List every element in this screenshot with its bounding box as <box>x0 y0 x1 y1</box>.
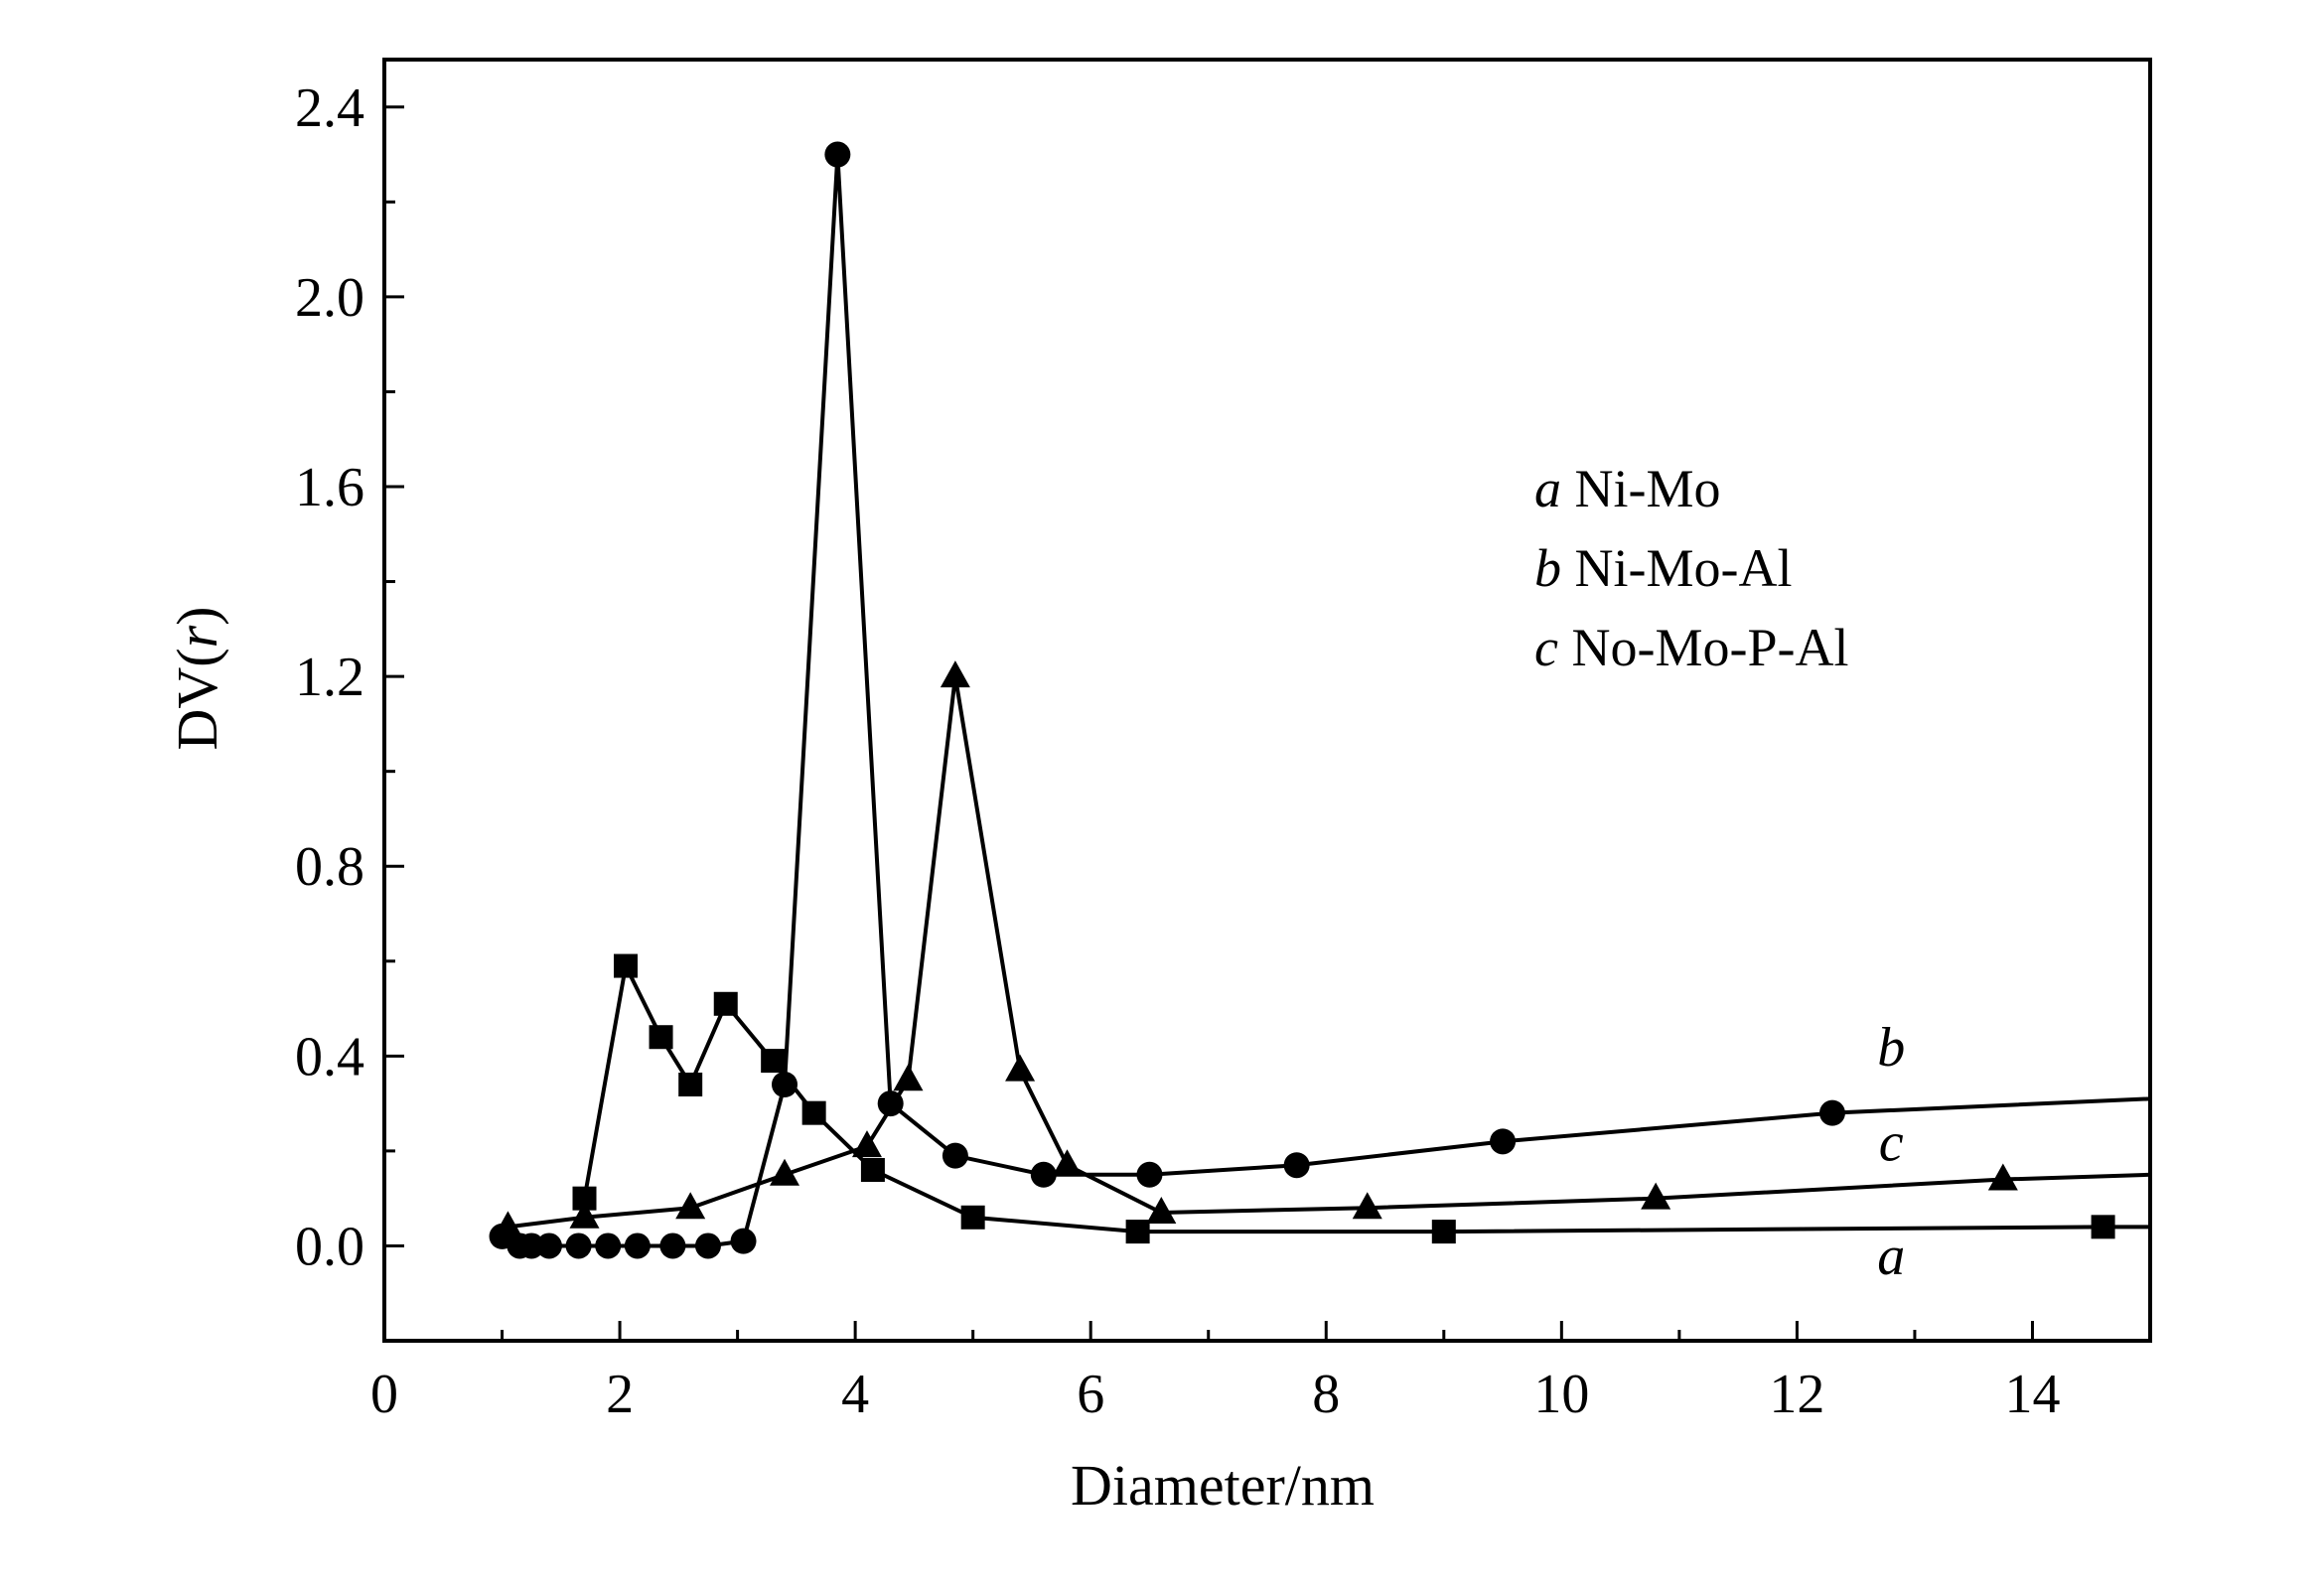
y-axis-title-suffix: ) <box>165 607 229 626</box>
x-tick-label: 8 <box>1312 1364 1340 1425</box>
plot-area-border <box>382 58 2152 1343</box>
series-a-point <box>1431 1220 1456 1244</box>
x-axis-title: Diameter/nm <box>1071 1453 1375 1518</box>
series-b-point <box>694 1233 721 1259</box>
plot-frame <box>382 58 2152 1343</box>
series-layer: abc <box>489 141 2151 1287</box>
x-tick-label: 6 <box>1077 1364 1104 1425</box>
series-c-point <box>1352 1192 1382 1220</box>
y-axis-ticks: 0.0 0.4 0.8 1.2 1.6 2.0 2.4 <box>295 77 404 1343</box>
series-b-point <box>824 141 851 168</box>
series-b: b <box>489 141 2151 1259</box>
series-b-point <box>1818 1099 1845 1126</box>
x-tick-label: 4 <box>841 1364 869 1425</box>
y-tick-label: 2.0 <box>295 267 364 329</box>
series-c-point <box>1987 1163 2018 1191</box>
series-c-point <box>569 1201 600 1229</box>
series-b-point <box>1030 1161 1057 1188</box>
y-tick-label: 1.2 <box>295 647 364 708</box>
series-b-point <box>518 1233 545 1259</box>
series-a-point <box>613 953 638 978</box>
series-a: a <box>572 953 2150 1287</box>
series-c-point <box>675 1192 706 1220</box>
legend-entry-c: c No-Mo-P-Al <box>1534 618 1848 677</box>
series-c-point <box>940 660 970 688</box>
series-b-point <box>595 1233 622 1259</box>
x-tick-label: 2 <box>606 1364 634 1425</box>
y-axis-title: DV(r) <box>165 607 229 751</box>
y-tick-label: 0.8 <box>295 836 364 898</box>
series-c-line <box>508 675 2151 1230</box>
y-tick-label: 2.4 <box>295 77 364 139</box>
y-axis-title-prefix: DV( <box>165 648 229 750</box>
series-b-point <box>730 1228 757 1254</box>
series-b-point <box>1283 1152 1310 1179</box>
series-c-point <box>851 1130 882 1158</box>
x-tick-label: 14 <box>2004 1364 2060 1425</box>
series-c: c <box>493 660 2151 1238</box>
series-a-point <box>761 1049 786 1074</box>
x-tick-label: 12 <box>1769 1364 1824 1425</box>
series-b-point <box>1490 1128 1517 1155</box>
series-b-line <box>501 154 2151 1248</box>
legend-key-a: a <box>1534 459 1561 518</box>
y-axis-title-variable: r <box>165 625 229 648</box>
series-c-point <box>493 1211 523 1238</box>
series-a-point <box>801 1100 826 1125</box>
legend-label-a: Ni-Mo <box>1575 459 1721 518</box>
x-tick-label: 0 <box>370 1364 398 1425</box>
series-b-point <box>659 1233 686 1259</box>
series-a-point <box>2091 1215 2115 1239</box>
x-tick-label: 10 <box>1533 1364 1589 1425</box>
curve-label-b: b <box>1877 1017 1905 1079</box>
series-b-point <box>565 1233 592 1259</box>
series-a-line <box>582 959 2150 1234</box>
y-tick-label: 1.6 <box>295 457 364 518</box>
series-a-point <box>713 991 738 1016</box>
series-a-point <box>1125 1220 1150 1244</box>
legend-label-c: No-Mo-P-Al <box>1571 618 1848 677</box>
legend-entry-b: b Ni-Mo-Al <box>1534 538 1792 598</box>
x-axis-ticks: 0 2 4 6 8 10 12 14 <box>370 1321 2060 1425</box>
y-tick-label: 0.4 <box>295 1026 364 1088</box>
series-b-point <box>1136 1161 1163 1188</box>
series-c-point <box>893 1064 924 1091</box>
series-a-point <box>960 1205 985 1230</box>
legend-key-b: b <box>1534 538 1561 598</box>
series-b-point <box>535 1233 562 1259</box>
series-c-point <box>1052 1149 1083 1177</box>
series-c-point <box>1005 1054 1036 1082</box>
y-tick-label: 0.0 <box>295 1216 364 1277</box>
series-c-point <box>1146 1197 1177 1224</box>
legend-key-c: c <box>1534 618 1558 677</box>
legend-label-b: Ni-Mo-Al <box>1575 538 1793 598</box>
series-a-point <box>860 1158 885 1182</box>
series-a-point <box>649 1025 673 1050</box>
series-b-point <box>624 1233 651 1259</box>
series-c-point <box>1641 1182 1671 1210</box>
series-a-point <box>678 1073 703 1096</box>
series-b-point <box>772 1072 798 1097</box>
legend-entry-a: a Ni-Mo <box>1534 459 1721 518</box>
series-c-point <box>770 1158 800 1186</box>
curve-label-c: c <box>1879 1111 1904 1173</box>
series-b-point <box>942 1142 968 1169</box>
curve-label-a: a <box>1877 1226 1905 1287</box>
legend: a Ni-Mo b Ni-Mo-Al c No-Mo-P-Al <box>1534 459 1848 677</box>
